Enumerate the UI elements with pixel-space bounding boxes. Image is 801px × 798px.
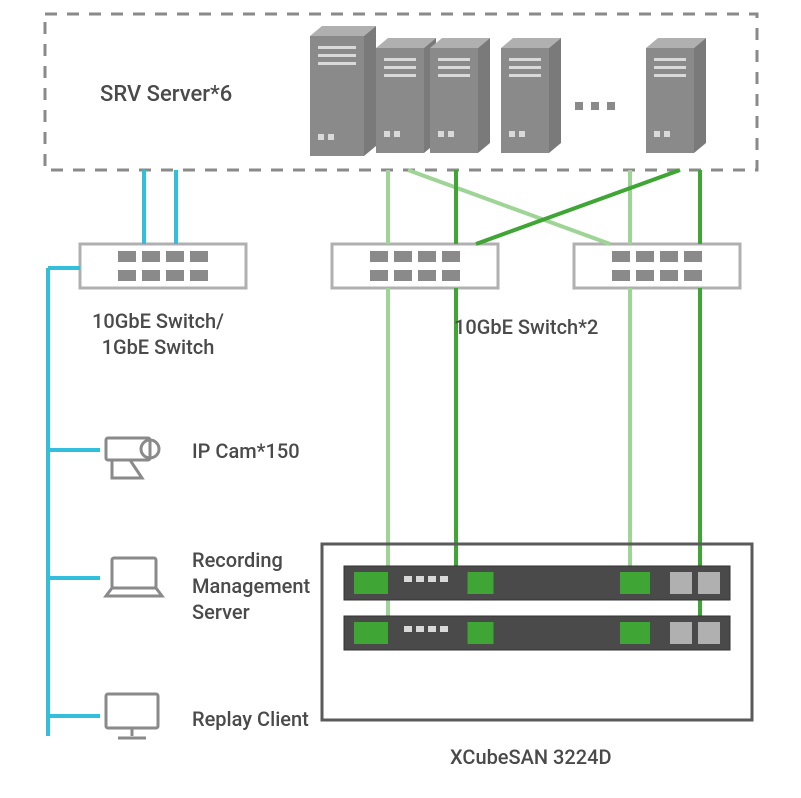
server-icon [430, 38, 490, 153]
server-icon [376, 38, 436, 153]
server-icon [501, 38, 561, 153]
replay-label: Replay Client [192, 706, 309, 732]
storage-label: XCubeSAN 3224D [450, 744, 612, 770]
switch-device [332, 244, 498, 288]
server-icon [646, 38, 706, 153]
storage-enclosure [322, 544, 752, 720]
left-switch-label: 10GbE Switch/ 1GbE Switch [92, 308, 224, 360]
switch-device [80, 244, 246, 288]
camera-icon [106, 438, 159, 478]
ip-cam-label: IP Cam*150 [192, 438, 300, 464]
storage-controller [344, 566, 730, 600]
storage-controller [344, 616, 730, 650]
laptop-icon [106, 558, 162, 596]
ellipsis-icon [591, 102, 599, 110]
rms-label: Recording Management Server [192, 547, 310, 625]
server-group-label: SRV Server*6 [100, 81, 232, 110]
ellipsis-icon [575, 102, 583, 110]
server-icon [310, 26, 376, 156]
right-switch-label: 10GbE Switch*2 [454, 314, 598, 340]
switch-device [574, 244, 740, 288]
monitor-icon [106, 694, 158, 738]
ellipsis-icon [607, 102, 615, 110]
